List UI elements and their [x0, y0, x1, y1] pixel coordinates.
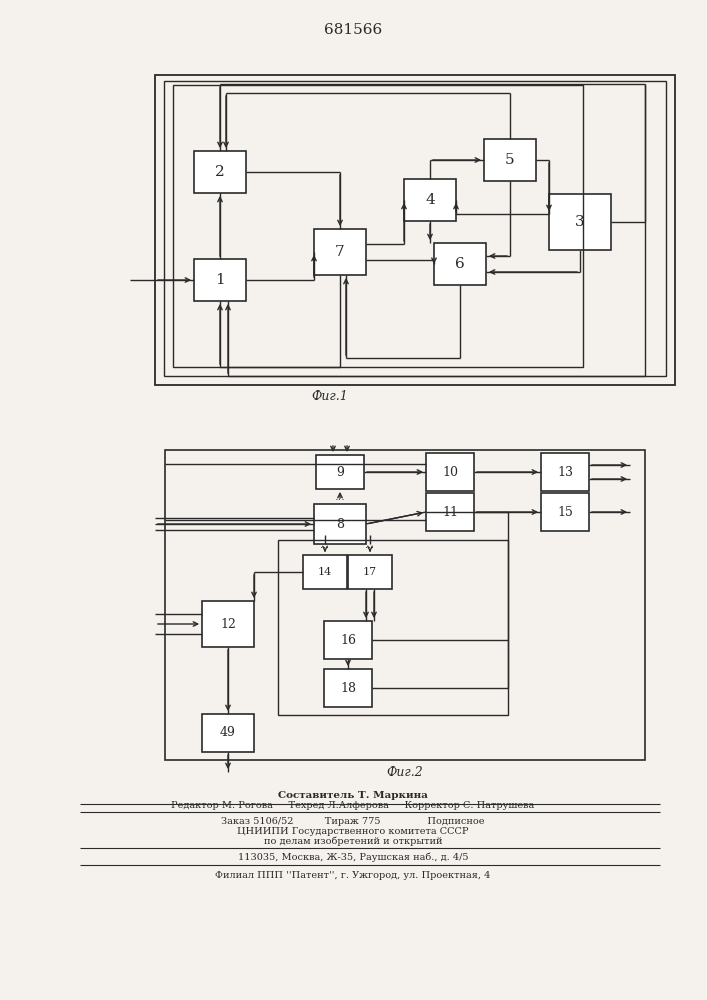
Text: Редактор М. Рогова     Техред Л.Алферова     Корректор С. Патрушева: Редактор М. Рогова Техред Л.Алферова Кор…: [171, 802, 534, 810]
Text: Фиг.2: Фиг.2: [387, 766, 423, 778]
FancyBboxPatch shape: [434, 243, 486, 285]
FancyBboxPatch shape: [202, 601, 254, 647]
FancyBboxPatch shape: [202, 714, 254, 752]
Text: 49: 49: [220, 726, 236, 740]
FancyBboxPatch shape: [404, 179, 456, 221]
FancyBboxPatch shape: [314, 504, 366, 544]
Text: 15: 15: [557, 506, 573, 518]
Text: по делам изобретений и открытий: по делам изобретений и открытий: [264, 836, 443, 846]
FancyBboxPatch shape: [303, 555, 347, 589]
FancyBboxPatch shape: [194, 151, 246, 193]
Text: ...: ...: [366, 540, 375, 550]
Text: 4: 4: [425, 193, 435, 207]
Text: 16: 16: [340, 634, 356, 647]
FancyBboxPatch shape: [314, 229, 366, 275]
FancyBboxPatch shape: [324, 621, 372, 659]
Text: ...: ...: [334, 491, 346, 502]
Text: 7: 7: [335, 245, 345, 259]
Text: 12: 12: [220, 617, 236, 631]
FancyBboxPatch shape: [194, 259, 246, 301]
Text: 2: 2: [215, 165, 225, 179]
FancyBboxPatch shape: [484, 139, 536, 181]
FancyBboxPatch shape: [541, 453, 589, 491]
Text: 681566: 681566: [324, 23, 382, 37]
Text: 5: 5: [506, 153, 515, 167]
FancyBboxPatch shape: [316, 455, 364, 489]
Text: Составитель Т. Маркина: Составитель Т. Маркина: [278, 790, 428, 800]
Text: 13: 13: [557, 466, 573, 479]
FancyBboxPatch shape: [426, 453, 474, 491]
Text: ЦНИИПИ Государственного комитета СССР: ЦНИИПИ Государственного комитета СССР: [238, 828, 469, 836]
Text: 8: 8: [336, 518, 344, 530]
Text: 9: 9: [336, 466, 344, 479]
Text: 11: 11: [442, 506, 458, 518]
Text: 113035, Москва, Ж-35, Раушская наб., д. 4/5: 113035, Москва, Ж-35, Раушская наб., д. …: [238, 852, 468, 862]
Text: 1: 1: [215, 273, 225, 287]
FancyBboxPatch shape: [348, 555, 392, 589]
Text: 17: 17: [363, 567, 377, 577]
Text: Заказ 5106/52          Тираж 775               Подписное: Заказ 5106/52 Тираж 775 Подписное: [221, 818, 485, 826]
Text: Фиг.1: Фиг.1: [312, 389, 349, 402]
FancyBboxPatch shape: [324, 669, 372, 707]
Text: 18: 18: [340, 682, 356, 694]
Text: 6: 6: [455, 257, 465, 271]
Text: 10: 10: [442, 466, 458, 479]
Text: ...: ...: [320, 540, 329, 550]
FancyBboxPatch shape: [541, 493, 589, 531]
Text: Филиал ППП ''Патент'', г. Ужгород, ул. Проектная, 4: Филиал ППП ''Патент'', г. Ужгород, ул. П…: [216, 871, 491, 880]
FancyBboxPatch shape: [426, 493, 474, 531]
Text: 14: 14: [318, 567, 332, 577]
Text: 3: 3: [575, 215, 585, 229]
FancyBboxPatch shape: [549, 194, 611, 250]
